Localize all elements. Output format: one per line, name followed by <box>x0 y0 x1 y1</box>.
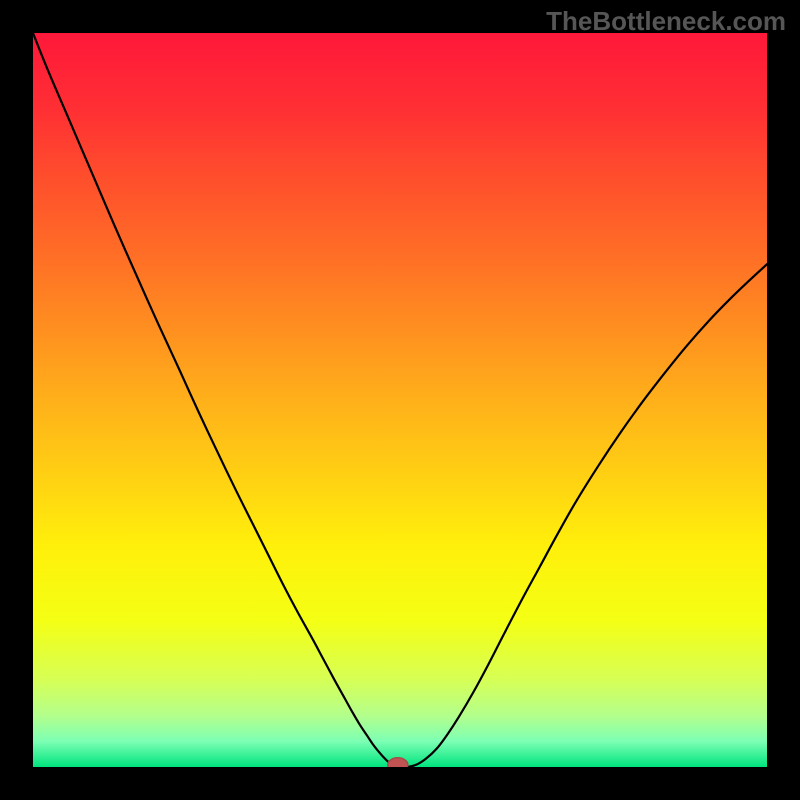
watermark-text: TheBottleneck.com <box>546 6 786 37</box>
gradient-background <box>33 33 767 767</box>
bottleneck-marker <box>388 758 408 767</box>
plot-svg <box>33 33 767 767</box>
plot-area <box>33 33 767 767</box>
chart-root: TheBottleneck.com <box>0 0 800 800</box>
